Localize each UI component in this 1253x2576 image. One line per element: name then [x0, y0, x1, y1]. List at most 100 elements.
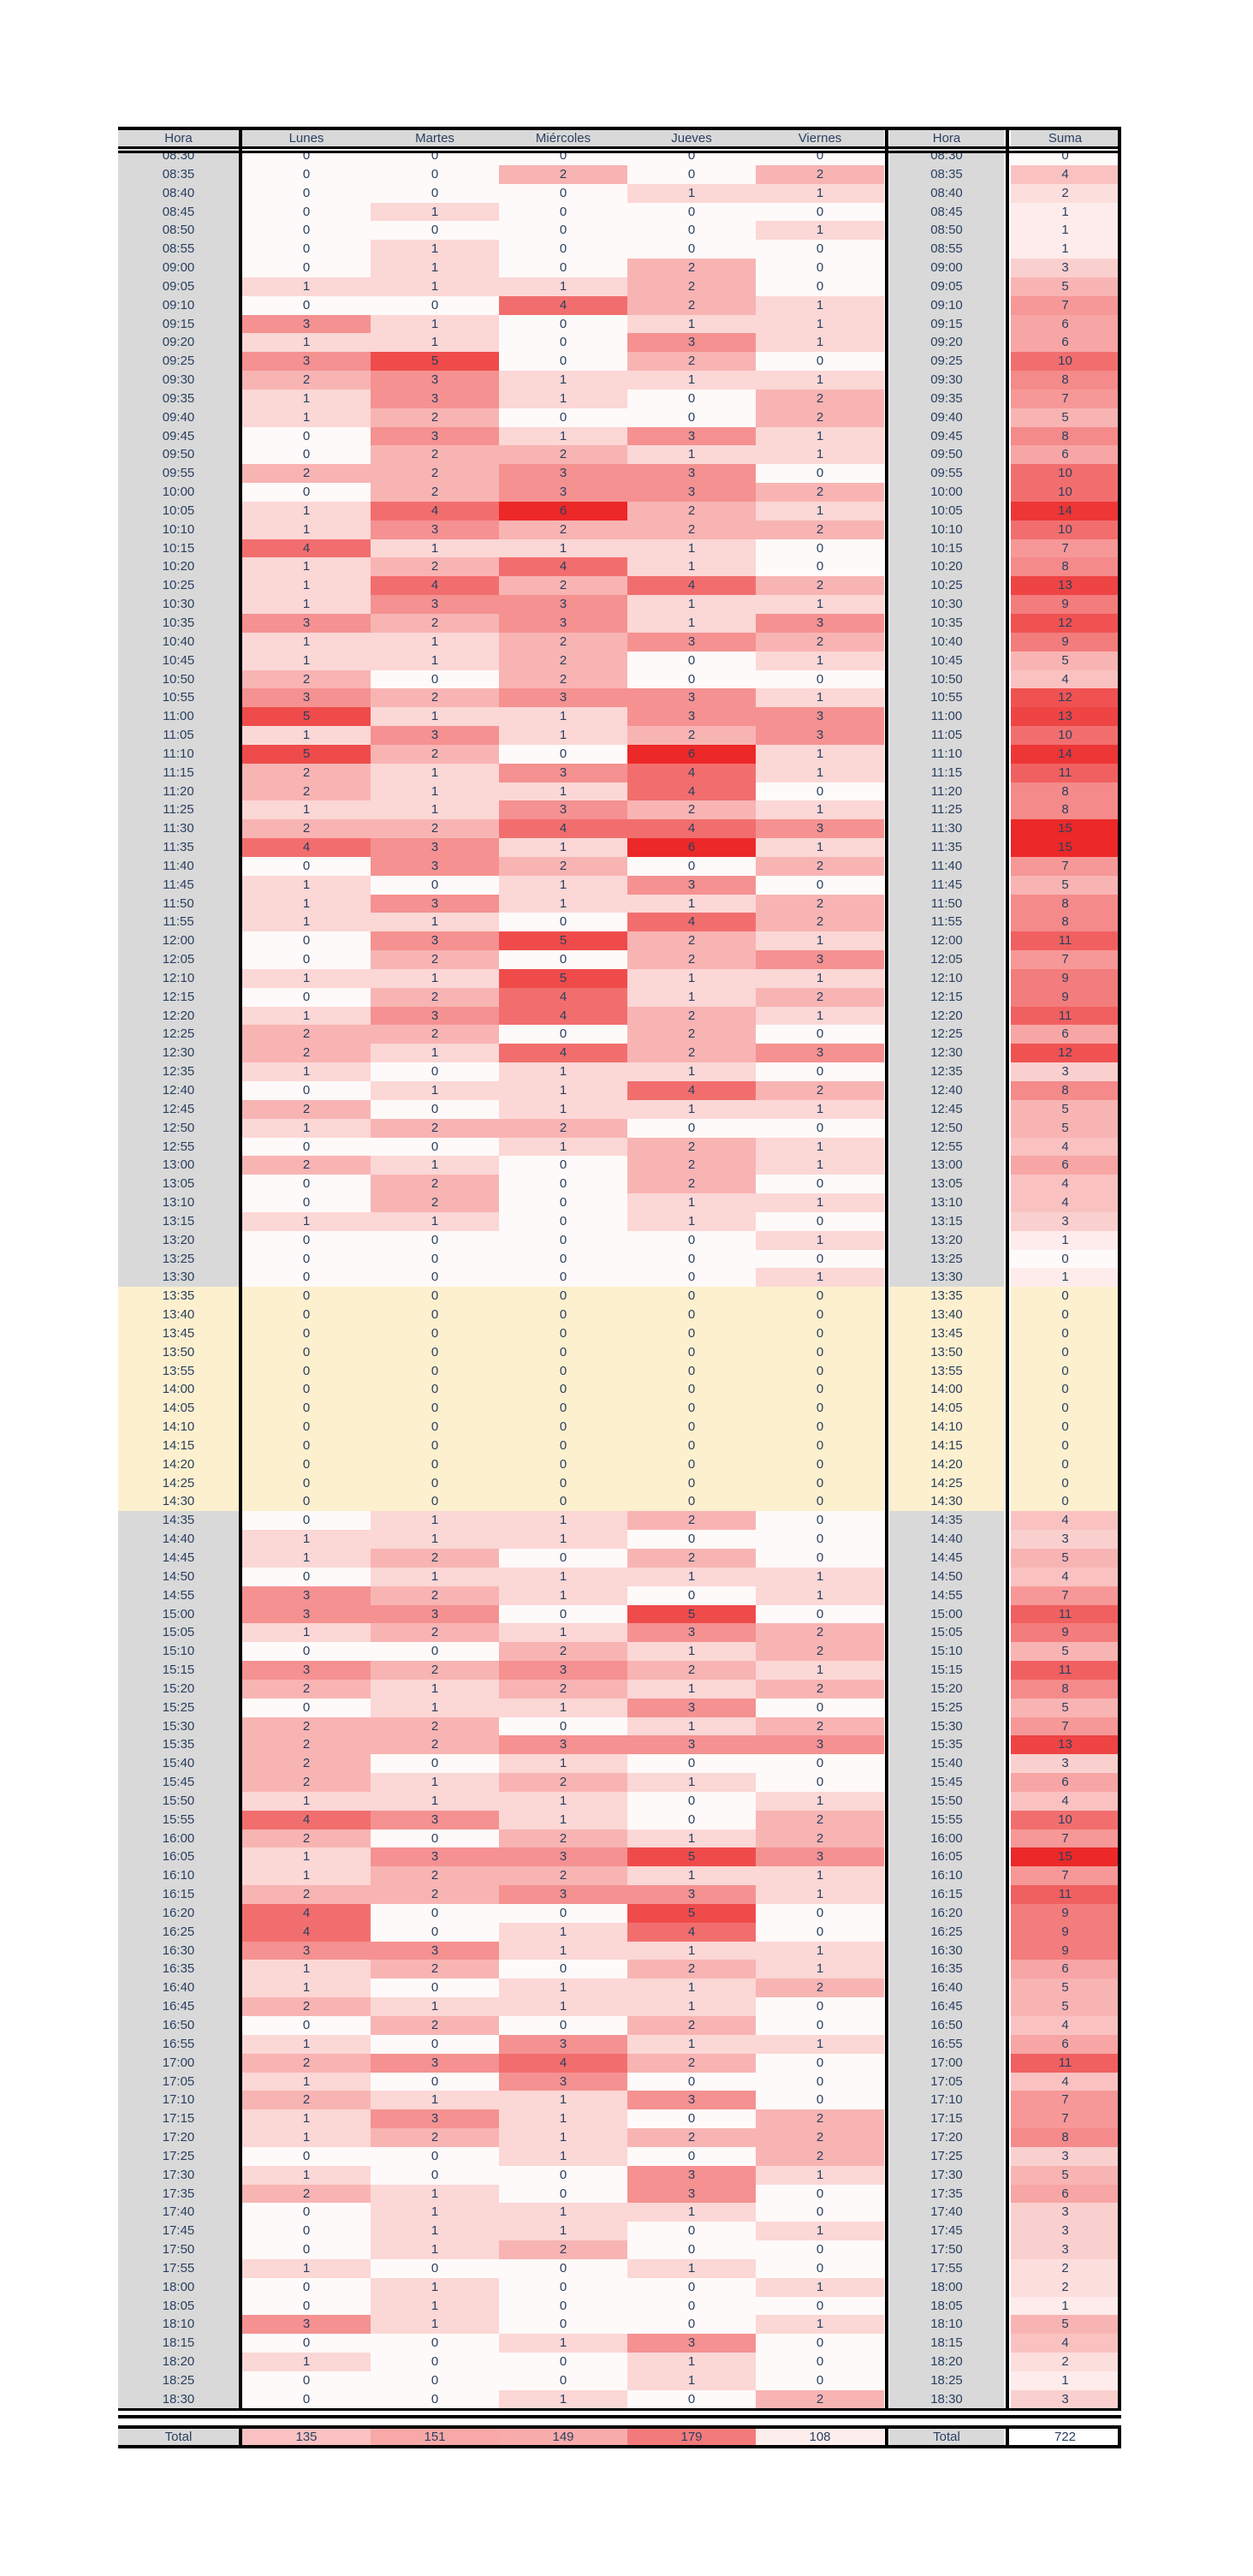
suma-cell: 7 [1011, 1716, 1119, 1736]
row-hora2: 16:15 [889, 1885, 1004, 1905]
heatmap-cell: 1 [756, 2034, 884, 2055]
suma-cell: 6 [1011, 1025, 1119, 1044]
row-hora: 13:30 [118, 1268, 239, 1288]
heatmap-cell: 2 [371, 1623, 499, 1643]
row-hora: 11:25 [118, 800, 239, 820]
header-top-border [118, 127, 1121, 130]
heatmap-cell: 3 [627, 1698, 756, 1718]
heatmap-cell: 0 [756, 2203, 884, 2222]
heatmap-cell: 6 [627, 838, 756, 858]
heatmap-cell: 3 [627, 333, 756, 353]
heatmap-cell: 6 [627, 744, 756, 764]
suma-cell: 0 [1011, 1342, 1119, 1363]
row-hora: 15:40 [118, 1754, 239, 1774]
heatmap-cell: 0 [371, 875, 499, 895]
heatmap-cell: 0 [242, 1698, 371, 1718]
heatmap-cell: 0 [627, 1230, 756, 1251]
row-hora2: 12:55 [889, 1137, 1004, 1157]
heatmap-cell: 1 [499, 277, 627, 297]
heatmap-cell: 1 [371, 632, 499, 652]
row-hora: 17:25 [118, 2146, 239, 2167]
heatmap-cell: 0 [756, 2371, 884, 2391]
row-hora2: 11:45 [889, 875, 1004, 895]
heatmap-cell: 0 [242, 1511, 371, 1531]
suma-cell: 11 [1011, 1604, 1119, 1624]
heatmap-cell: 0 [499, 1230, 627, 1251]
heatmap-cell: 1 [371, 1679, 499, 1699]
suma-cell: 0 [1011, 1473, 1119, 1493]
heatmap-cell: 4 [499, 557, 627, 577]
heatmap-cell: 0 [756, 464, 884, 484]
row-hora: 18:30 [118, 2389, 239, 2410]
heatmap-cell: 0 [756, 2353, 884, 2372]
suma-cell: 5 [1011, 277, 1119, 297]
heatmap-cell: 0 [756, 1380, 884, 1400]
header-hora2: Hora [889, 130, 1004, 146]
heatmap-cell: 1 [371, 2222, 499, 2241]
row-hora2: 13:45 [889, 1324, 1004, 1344]
row-hora: 16:50 [118, 2016, 239, 2036]
row-hora: 12:30 [118, 1044, 239, 1063]
suma-cell: 4 [1011, 2334, 1119, 2353]
heatmap-cell: 0 [371, 1829, 499, 1848]
heatmap-cell: 1 [627, 2034, 756, 2055]
heatmap-cell: 0 [756, 1903, 884, 1924]
heatmap-cell: 1 [242, 1866, 371, 1886]
heatmap-cell: 3 [627, 483, 756, 503]
heatmap-cell: 1 [499, 726, 627, 746]
row-hora: 16:45 [118, 1997, 239, 2017]
row-hora2: 10:25 [889, 576, 1004, 596]
heatmap-cell: 1 [242, 520, 371, 540]
row-hora2: 18:00 [889, 2277, 1004, 2298]
suma-cell: 10 [1011, 352, 1119, 372]
heatmap-cell: 1 [242, 2258, 371, 2279]
heatmap-cell: 0 [627, 2146, 756, 2167]
heatmap-cell: 1 [499, 1585, 627, 1605]
heatmap-cell: 0 [499, 2165, 627, 2186]
heatmap-cell: 0 [756, 1306, 884, 1325]
row-hora: 16:55 [118, 2034, 239, 2055]
heatmap-cell: 1 [627, 1642, 756, 1662]
heatmap-cell: 1 [499, 2091, 627, 2110]
heatmap-cell: 1 [242, 501, 371, 521]
total-label: Total [118, 2429, 239, 2445]
heatmap-cell: 0 [242, 1081, 371, 1101]
row-hora2: 17:55 [889, 2258, 1004, 2279]
suma-cell: 6 [1011, 314, 1119, 334]
heatmap-cell: 2 [756, 2109, 884, 2129]
row-hora: 08:45 [118, 202, 239, 222]
row-hora: 15:05 [118, 1623, 239, 1643]
heatmap-cell: 3 [371, 1604, 499, 1624]
row-hora: 10:35 [118, 614, 239, 634]
row-hora2: 14:40 [889, 1530, 1004, 1550]
heatmap-cell: 4 [627, 1081, 756, 1101]
heatmap-cell: 3 [242, 688, 371, 708]
heatmap-cell: 0 [242, 1380, 371, 1400]
heatmap-cell: 3 [371, 595, 499, 615]
heatmap-cell: 1 [499, 838, 627, 858]
heatmap-cell: 1 [499, 538, 627, 558]
heatmap-cell: 0 [499, 240, 627, 259]
heatmap-cell: 3 [627, 1735, 756, 1755]
heatmap-cell: 1 [756, 595, 884, 615]
row-hora: 13:35 [118, 1287, 239, 1306]
heatmap-cell: 0 [627, 1436, 756, 1456]
heatmap-cell: 0 [371, 2146, 499, 2167]
heatmap-cell: 0 [756, 1287, 884, 1306]
suma-cell: 5 [1011, 651, 1119, 670]
row-hora2: 15:15 [889, 1661, 1004, 1681]
heatmap-cell: 2 [627, 950, 756, 970]
suma-cell: 10 [1011, 464, 1119, 484]
heatmap-cell: 1 [499, 1698, 627, 1718]
heatmap-cell: 2 [499, 1118, 627, 1138]
row-hora2: 14:20 [889, 1455, 1004, 1475]
heatmap-cell: 1 [499, 1081, 627, 1101]
suma-cell: 13 [1011, 1735, 1119, 1755]
heatmap-cell: 2 [499, 164, 627, 185]
heatmap-cell: 4 [499, 987, 627, 1008]
heatmap-cell: 0 [371, 183, 499, 203]
heatmap-cell: 2 [627, 1549, 756, 1568]
heatmap-cell: 0 [242, 2296, 371, 2316]
heatmap-cell: 3 [242, 314, 371, 334]
heatmap-cell: 4 [627, 576, 756, 596]
